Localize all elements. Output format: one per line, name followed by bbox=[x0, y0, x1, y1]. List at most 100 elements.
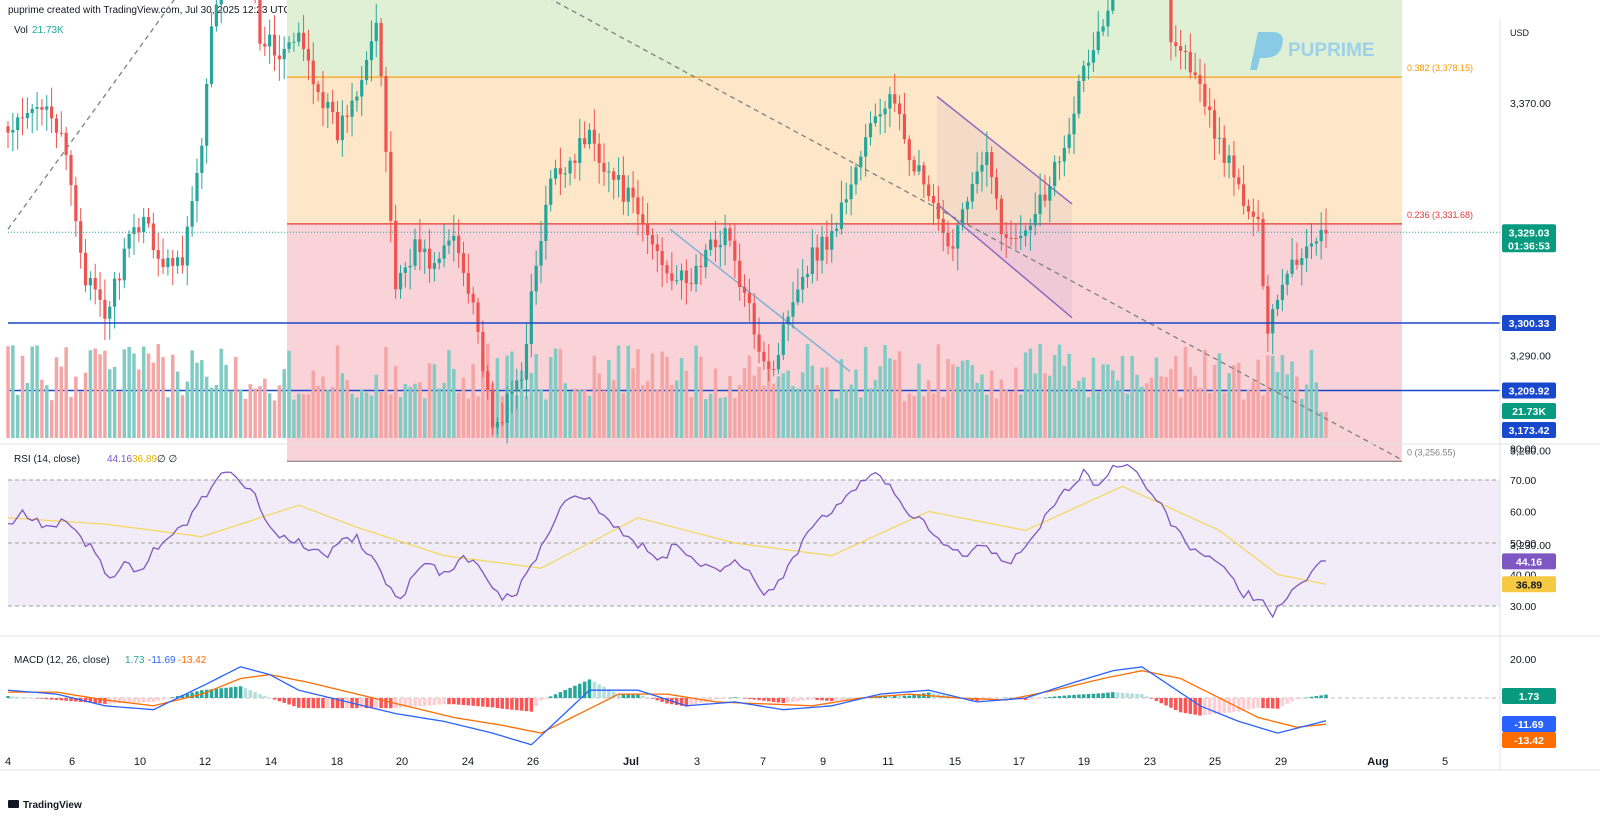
macd-histogram-bar bbox=[626, 694, 630, 698]
volume-bar bbox=[161, 357, 165, 438]
candle bbox=[626, 187, 630, 202]
macd-histogram-bar bbox=[989, 698, 994, 700]
downtrend-line bbox=[551, 0, 1403, 461]
macd-histogram-bar bbox=[1178, 698, 1183, 713]
rsi-legend-value: 44.16 bbox=[107, 454, 132, 465]
macd-histogram-bar bbox=[233, 686, 238, 698]
candle bbox=[311, 60, 315, 85]
candle bbox=[1261, 219, 1265, 287]
candle bbox=[810, 247, 814, 275]
candle bbox=[883, 108, 887, 115]
candle bbox=[670, 273, 674, 281]
candle bbox=[873, 116, 877, 124]
macd-histogram-bar bbox=[505, 698, 509, 710]
macd-histogram-bar bbox=[582, 681, 587, 698]
candle bbox=[1067, 134, 1071, 148]
macd-histogram-bar bbox=[422, 698, 427, 706]
candle bbox=[1324, 230, 1328, 234]
volume-bar bbox=[78, 391, 83, 438]
volume-bar bbox=[326, 389, 330, 438]
macd-histogram-bar bbox=[1203, 698, 1207, 716]
volume-bar bbox=[214, 385, 219, 438]
volume-bar bbox=[30, 346, 34, 438]
candle bbox=[679, 270, 684, 281]
macd-histogram-bar bbox=[495, 698, 500, 709]
candle bbox=[650, 234, 655, 245]
rsi-ma-badge: 36.89 bbox=[1516, 579, 1542, 591]
macd-histogram-bar bbox=[272, 698, 277, 700]
volume-bar bbox=[204, 376, 209, 438]
volume-bar bbox=[471, 364, 475, 438]
volume-bar bbox=[650, 353, 655, 438]
volume-bar bbox=[267, 393, 272, 438]
candle bbox=[350, 100, 354, 117]
volume-bar bbox=[1038, 344, 1042, 438]
candle bbox=[88, 278, 92, 286]
volume-bar bbox=[607, 359, 611, 438]
candle bbox=[684, 270, 688, 284]
macd-histogram-bar bbox=[568, 687, 572, 698]
volume-bar bbox=[137, 369, 141, 438]
macd-histogram-bar bbox=[103, 698, 107, 704]
macd-histogram-bar bbox=[1062, 695, 1067, 698]
time-tick-label: 7 bbox=[760, 756, 766, 768]
macd-histogram-bar bbox=[442, 698, 446, 705]
volume-bar bbox=[737, 385, 742, 438]
candle bbox=[878, 114, 882, 117]
volume-bar bbox=[1111, 370, 1115, 438]
tradingview-icon bbox=[8, 800, 19, 808]
candle bbox=[655, 244, 659, 251]
macd-histogram-bar bbox=[776, 698, 781, 703]
volume-bar bbox=[1300, 398, 1304, 438]
macd-histogram-bar bbox=[1159, 698, 1163, 704]
candle bbox=[45, 106, 49, 110]
candle bbox=[1043, 194, 1047, 201]
macd-histogram-bar bbox=[892, 695, 897, 698]
candle bbox=[1285, 273, 1289, 285]
macd-histogram-bar bbox=[321, 698, 325, 709]
volume-bar bbox=[122, 349, 127, 438]
macd-histogram-bar bbox=[1246, 698, 1251, 710]
fib-zone bbox=[287, 0, 1402, 78]
volume-bar bbox=[771, 383, 776, 438]
candle bbox=[602, 162, 606, 172]
volume-bar bbox=[544, 399, 548, 438]
volume-bar bbox=[418, 382, 422, 438]
macd-histogram-bar bbox=[563, 690, 567, 698]
macd-histogram-bar bbox=[1101, 693, 1105, 698]
volume-bar bbox=[752, 375, 756, 438]
volume-bar bbox=[1193, 375, 1197, 438]
macd-histogram-bar bbox=[98, 698, 102, 704]
volume-bar bbox=[529, 372, 534, 438]
candle bbox=[515, 380, 519, 392]
candle bbox=[990, 152, 994, 178]
macd-histogram-bar bbox=[912, 694, 916, 698]
candle bbox=[427, 248, 432, 269]
candle bbox=[1028, 225, 1033, 231]
fib-zone bbox=[287, 77, 1402, 224]
candle bbox=[447, 240, 451, 246]
candle bbox=[897, 103, 902, 115]
macd-histogram-bar bbox=[742, 698, 747, 699]
volume-bar bbox=[495, 358, 500, 438]
macd-histogram-bar bbox=[185, 693, 190, 698]
candle bbox=[1251, 211, 1255, 217]
volume-bar bbox=[892, 359, 897, 438]
macd-histogram-bar bbox=[485, 698, 490, 707]
candle bbox=[854, 167, 858, 185]
macd-histogram-bar bbox=[1057, 696, 1062, 698]
candle bbox=[975, 171, 979, 184]
candle bbox=[776, 355, 781, 370]
volume-bar bbox=[1091, 357, 1096, 438]
volume-bar bbox=[335, 345, 340, 438]
volume-bar bbox=[965, 359, 970, 438]
volume-bar bbox=[800, 372, 805, 438]
candle bbox=[1227, 155, 1231, 163]
volume-bar bbox=[868, 388, 873, 438]
macd-histogram-bar bbox=[1009, 698, 1013, 699]
volume-bar bbox=[810, 365, 815, 438]
macd-signal-line bbox=[8, 670, 1327, 734]
macd-histogram-bar bbox=[1222, 698, 1226, 714]
candle bbox=[902, 114, 907, 140]
